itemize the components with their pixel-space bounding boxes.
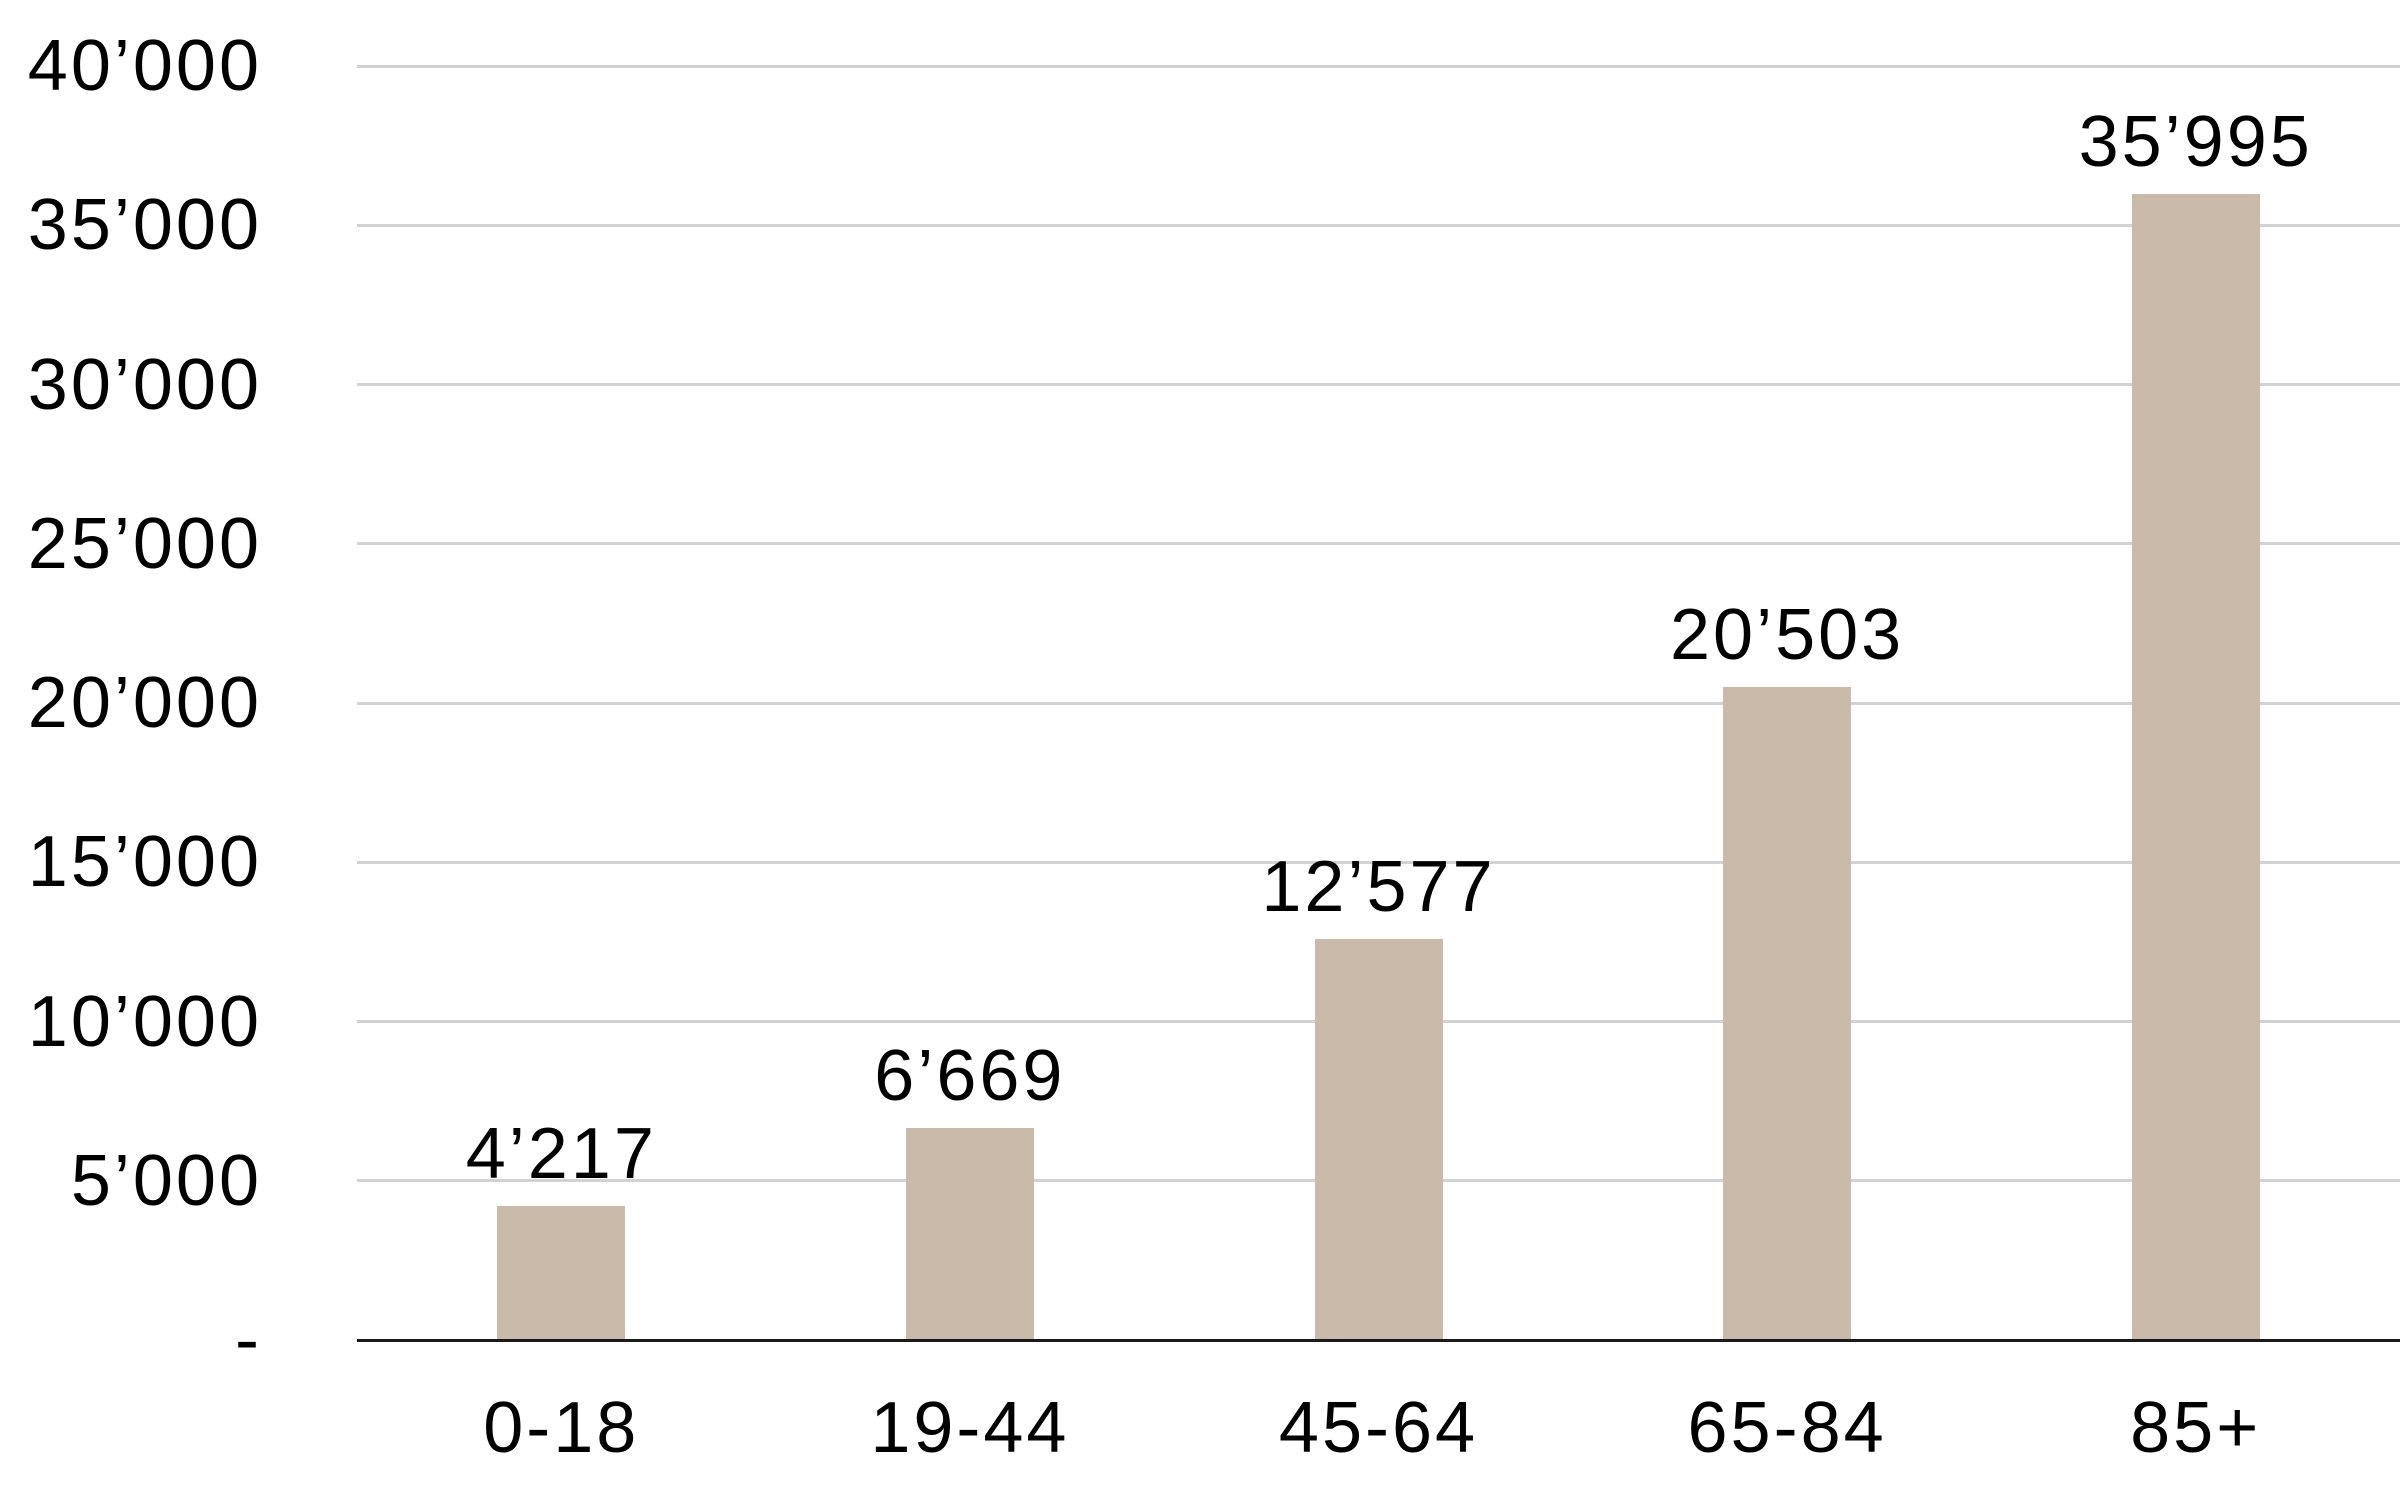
bar-value-label: 4’217 (465, 1113, 657, 1194)
x-axis-line (357, 1338, 2400, 1342)
bar-value-label: 12’577 (1261, 847, 1496, 928)
bar-45-64 (1314, 939, 1443, 1340)
bar-value-label: 6’669 (874, 1035, 1066, 1116)
bar-85plus (2131, 193, 2260, 1340)
y-tick-label: 35’000 (27, 185, 262, 266)
bar-value-label: 35’995 (2078, 101, 2313, 182)
y-tick-label: 25’000 (27, 503, 262, 584)
gridline (357, 542, 2400, 546)
gridline (357, 64, 2400, 68)
gridline (357, 383, 2400, 386)
y-tick-label: 20’000 (27, 663, 262, 743)
bar-65-84 (1723, 686, 1852, 1340)
y-tick-label: 5’000 (70, 1140, 262, 1221)
x-category-label: 45-64 (1278, 1388, 1479, 1468)
x-category-label: 85+ (2130, 1388, 2262, 1468)
gridline (357, 223, 2400, 227)
bar-19-44 (905, 1127, 1034, 1340)
gridline (357, 701, 2400, 705)
x-category-label: 0-18 (483, 1388, 640, 1468)
y-tick-label: 10’000 (27, 981, 262, 1062)
y-tick-label: 30’000 (27, 344, 262, 425)
y-tick-label: - (235, 1300, 262, 1380)
x-category-label: 65-84 (1687, 1388, 1887, 1468)
y-tick-label: 40’000 (27, 26, 262, 106)
x-category-label: 19-44 (870, 1388, 1070, 1468)
y-tick-label: 15’000 (27, 822, 262, 903)
bar-0-18 (497, 1205, 626, 1340)
gridline (357, 860, 2400, 864)
bar-value-label: 20’503 (1669, 594, 1905, 675)
